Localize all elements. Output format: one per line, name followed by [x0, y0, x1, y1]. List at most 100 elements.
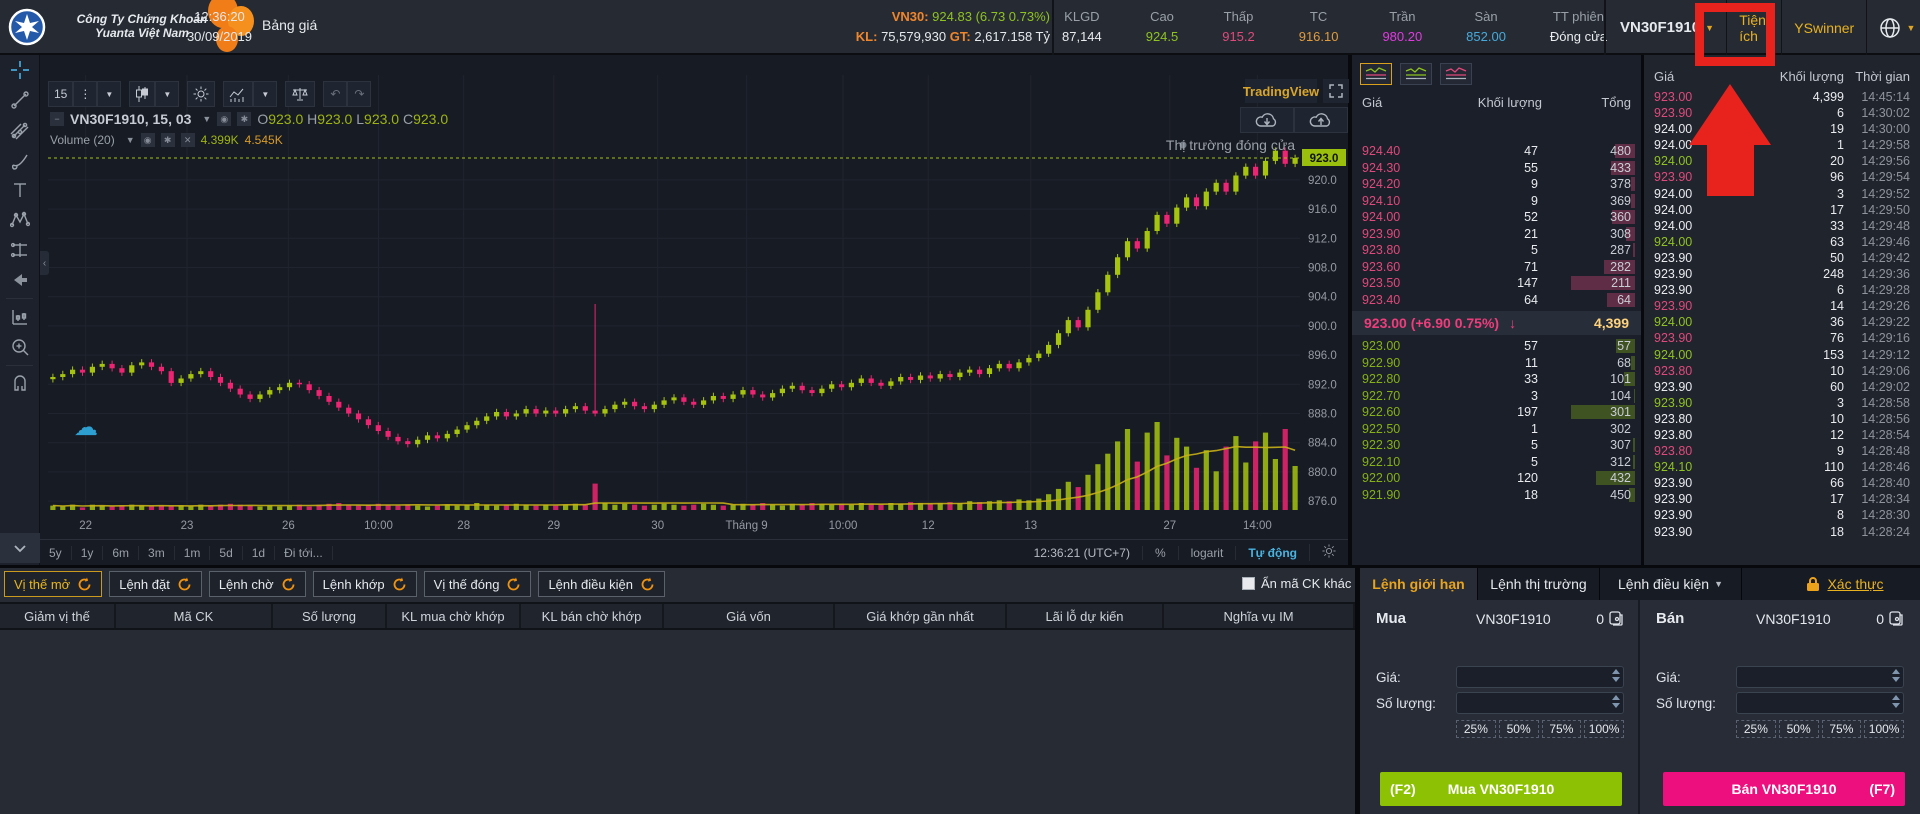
- percent-50%[interactable]: 50%: [1778, 720, 1819, 738]
- depth-both-icon[interactable]: [1360, 63, 1392, 85]
- interval-caret-icon[interactable]: ▼: [97, 81, 122, 107]
- column-header[interactable]: Nghĩa vụ IM: [1164, 604, 1355, 628]
- order-tab-Lệnh giới hạn[interactable]: Lệnh giới hạn: [1360, 568, 1478, 600]
- price-stepper[interactable]: [1892, 669, 1900, 682]
- tab-Vị thế đóng[interactable]: Vị thế đóng: [423, 571, 532, 597]
- redo-icon[interactable]: ↷: [347, 81, 372, 107]
- symbol-dropdown[interactable]: VN30F1910 ▼: [1620, 19, 1714, 36]
- column-header[interactable]: Giá vốn: [664, 604, 835, 628]
- order-tab-Lệnh điều kiện[interactable]: Lệnh điều kiện ▼: [1600, 568, 1742, 600]
- bid-row[interactable]: 922.60 197 301: [1352, 404, 1641, 421]
- percent-75%[interactable]: 75%: [1541, 720, 1582, 738]
- auth-link[interactable]: Xác thực: [1770, 568, 1920, 600]
- collapse-icon[interactable]: [0, 533, 40, 563]
- range-6m[interactable]: 6m: [103, 545, 140, 560]
- bid-row[interactable]: 922.00 120 432: [1352, 470, 1641, 487]
- ask-row[interactable]: 924.10 9 369: [1352, 193, 1641, 210]
- auto-scale-button[interactable]: Tự động: [1235, 545, 1309, 560]
- chart-legend[interactable]: − VN30F1910, 15, 03 ▼ ◉ ✱ O923.0 H923.0 …: [50, 111, 448, 127]
- ask-row[interactable]: 924.40 47 480: [1352, 143, 1641, 160]
- hide-other-symbols-checkbox[interactable]: Ẩn mã CK khác: [1242, 576, 1351, 591]
- column-header[interactable]: Mã CK: [116, 604, 273, 628]
- log-scale-button[interactable]: logarit: [1177, 545, 1236, 560]
- bid-row[interactable]: 923.00 57 57: [1352, 338, 1641, 355]
- column-header[interactable]: Số lượng: [273, 604, 387, 628]
- ask-row[interactable]: 923.90 21 308: [1352, 226, 1641, 243]
- fullscreen-icon[interactable]: [1323, 79, 1349, 103]
- tab-Vị thế mở[interactable]: Vị thế mở: [4, 571, 103, 597]
- text-icon[interactable]: [0, 175, 40, 205]
- ask-row[interactable]: 923.40 64 64: [1352, 292, 1641, 309]
- cloud-upload-icon[interactable]: [1294, 107, 1348, 133]
- chart-settings-gear-icon[interactable]: [187, 81, 216, 107]
- goto-button[interactable]: Đi tới...: [275, 545, 333, 560]
- forecast-icon[interactable]: [0, 235, 40, 265]
- magnet-icon[interactable]: [0, 369, 40, 399]
- percent-25%[interactable]: 25%: [1736, 720, 1776, 738]
- bid-row[interactable]: 922.90 11 68: [1352, 355, 1641, 372]
- xabcd-pattern-icon[interactable]: [0, 205, 40, 235]
- legend-close-icon[interactable]: ✕: [180, 133, 195, 147]
- axis-settings-gear-icon[interactable]: [1309, 544, 1348, 561]
- arrow-left-icon[interactable]: [0, 265, 40, 295]
- percent-50%[interactable]: 50%: [1498, 720, 1539, 738]
- ask-row[interactable]: 923.80 5 287: [1352, 242, 1641, 259]
- checkbox-icon[interactable]: [1242, 577, 1255, 590]
- legend-eye-icon[interactable]: ◉: [217, 112, 232, 126]
- ask-row[interactable]: 923.50 147 211: [1352, 275, 1641, 292]
- column-header[interactable]: KL bán chờ khớp: [521, 604, 664, 628]
- compare-icon[interactable]: [285, 81, 316, 107]
- column-header[interactable]: Lãi lỗ dự kiến: [1007, 604, 1164, 628]
- tab-Lệnh điều kiện[interactable]: Lệnh điều kiện: [538, 571, 666, 597]
- crosshair-icon[interactable]: [0, 55, 40, 85]
- column-header[interactable]: Giá khớp gần nhất: [835, 604, 1007, 628]
- bid-row[interactable]: 922.70 3 104: [1352, 388, 1641, 405]
- price-stepper[interactable]: [1612, 669, 1620, 682]
- depth-bid-icon[interactable]: [1400, 63, 1432, 85]
- bid-row[interactable]: 922.30 5 307: [1352, 437, 1641, 454]
- legend-gear-icon[interactable]: ✱: [237, 112, 252, 126]
- buy-price-input[interactable]: [1456, 666, 1624, 688]
- bar-measure-icon[interactable]: [0, 302, 40, 332]
- percent-scale-button[interactable]: %: [1141, 545, 1178, 560]
- tab-Lệnh chờ[interactable]: Lệnh chờ: [208, 571, 306, 597]
- sell-qty-input[interactable]: [1736, 692, 1904, 714]
- qty-stepper[interactable]: [1892, 695, 1900, 708]
- tab-Lệnh đặt[interactable]: Lệnh đặt: [109, 571, 202, 597]
- order-tab-Lệnh thị trường[interactable]: Lệnh thị trường: [1478, 568, 1600, 600]
- candle-style-icon[interactable]: [129, 81, 156, 107]
- bid-row[interactable]: 922.50 1 302: [1362, 421, 1631, 436]
- volume-legend[interactable]: Volume (20) ▼ ◉ ✱ ✕ 4.399K 4.545K: [50, 133, 283, 147]
- interval-button[interactable]: 15: [48, 81, 74, 107]
- range-1d[interactable]: 1d: [243, 545, 276, 560]
- bid-row[interactable]: 922.10 5 312: [1352, 454, 1641, 471]
- pitchfork-icon[interactable]: [0, 115, 40, 145]
- legend-gear-icon[interactable]: ✱: [160, 133, 175, 147]
- range-5y[interactable]: 5y: [40, 545, 72, 560]
- toolbar-collapse-handle[interactable]: ‹: [40, 251, 49, 275]
- ask-row[interactable]: 924.30 55 433: [1352, 160, 1641, 177]
- interval-menu-icon[interactable]: ⋮: [73, 81, 98, 107]
- menu-yswinner[interactable]: YSwinner: [1794, 19, 1855, 36]
- buy-submit-button[interactable]: (F2)Mua VN30F1910(F2): [1380, 772, 1622, 806]
- range-5d[interactable]: 5d: [210, 545, 243, 560]
- legend-eye-icon[interactable]: ◉: [140, 133, 155, 147]
- brush-icon[interactable]: [0, 145, 40, 175]
- candle-style-caret-icon[interactable]: ▼: [155, 81, 180, 107]
- indicators-icon[interactable]: [223, 81, 254, 107]
- zoom-in-icon[interactable]: [0, 332, 40, 362]
- undo-icon[interactable]: ↶: [323, 81, 348, 107]
- percent-75%[interactable]: 75%: [1821, 720, 1862, 738]
- sell-price-input[interactable]: [1736, 666, 1904, 688]
- qty-stepper[interactable]: [1612, 695, 1620, 708]
- menu-bang-gia[interactable]: Bảng giá: [262, 17, 318, 33]
- column-header[interactable]: Giảm vị thế: [0, 604, 116, 628]
- column-header[interactable]: KL mua chờ khớp: [387, 604, 521, 628]
- trendline-icon[interactable]: [0, 85, 40, 115]
- tradingview-badge[interactable]: TradingView: [1243, 79, 1319, 103]
- tab-Lệnh khớp[interactable]: Lệnh khớp: [312, 571, 417, 597]
- percent-100%[interactable]: 100%: [1864, 720, 1904, 738]
- range-1m[interactable]: 1m: [175, 545, 211, 560]
- sell-submit-button[interactable]: (F7)Bán VN30F1910(F7): [1663, 772, 1905, 806]
- legend-collapse-icon[interactable]: −: [50, 112, 64, 126]
